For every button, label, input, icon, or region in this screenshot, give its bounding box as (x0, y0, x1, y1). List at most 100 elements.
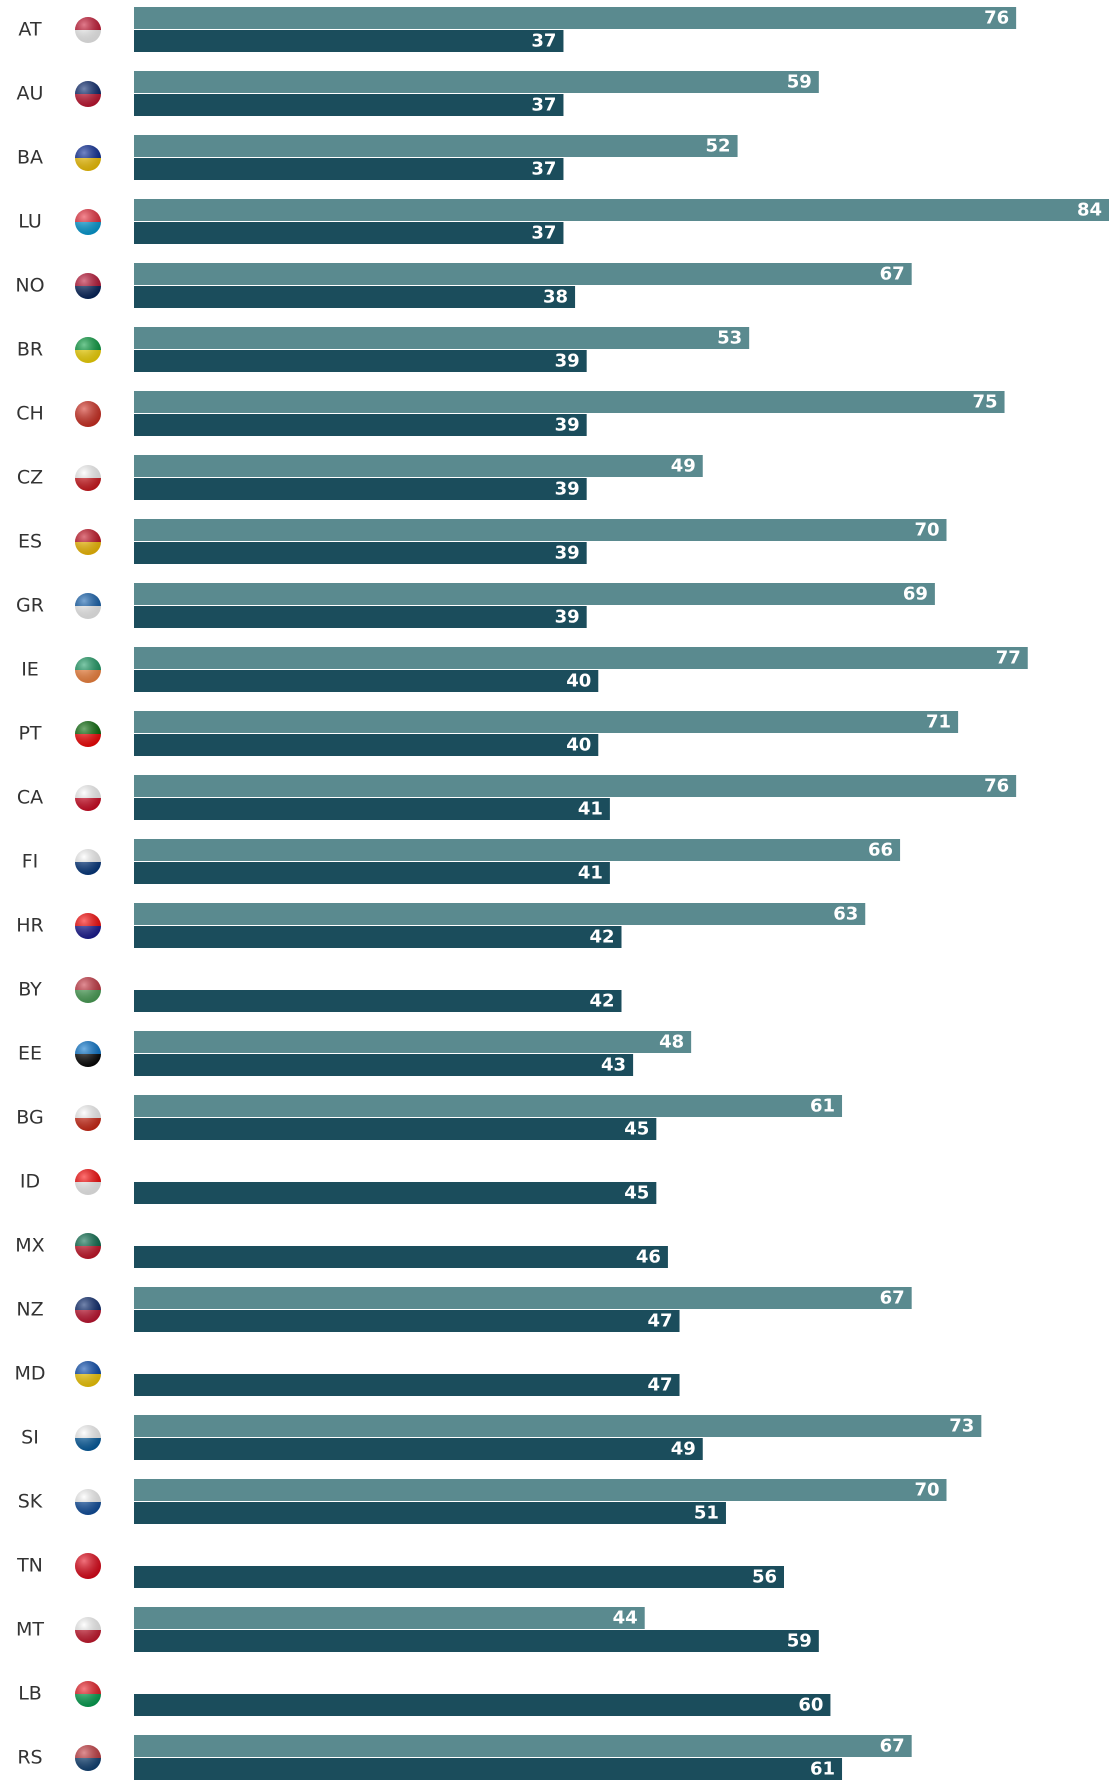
flag (75, 529, 101, 555)
bar (134, 903, 866, 925)
value-label: 63 (833, 904, 858, 925)
flag (75, 657, 101, 683)
flag-shine (75, 273, 101, 299)
bar (134, 30, 564, 52)
flag (75, 81, 101, 107)
flag-shine (75, 465, 101, 491)
bar (134, 1566, 784, 1588)
bar (134, 7, 1017, 29)
bar (134, 862, 610, 884)
flag (75, 913, 101, 939)
flag-shine (75, 1169, 101, 1195)
value-label: 37 (531, 31, 556, 52)
bar (134, 1182, 657, 1204)
value-label: 75 (972, 392, 997, 413)
flag-shine (75, 721, 101, 747)
flag-shine (75, 529, 101, 555)
flag-shine (75, 1681, 101, 1707)
value-label: 39 (555, 415, 580, 436)
flag (75, 1233, 101, 1259)
flag-shine (75, 401, 101, 427)
flag-shine (75, 1105, 101, 1131)
flag (75, 1681, 101, 1707)
bar (134, 1287, 912, 1309)
value-label: 46 (636, 1247, 661, 1268)
bar (134, 350, 587, 372)
bar (134, 583, 935, 605)
value-label: 42 (589, 991, 614, 1012)
value-label: 67 (880, 1736, 905, 1757)
bar (134, 199, 1109, 221)
bar (134, 926, 622, 948)
value-label: 71 (926, 712, 951, 733)
value-label: 38 (543, 287, 568, 308)
bar (134, 1415, 982, 1437)
value-label: 37 (531, 223, 556, 244)
flag-shine (75, 1553, 101, 1579)
flag (75, 465, 101, 491)
bar (134, 606, 587, 628)
country-code: NO (15, 275, 44, 297)
bar (134, 414, 587, 436)
country-code: BA (17, 147, 43, 169)
value-label: 61 (810, 1096, 835, 1117)
value-label: 37 (531, 95, 556, 116)
bar (134, 222, 564, 244)
value-label: 41 (578, 799, 603, 820)
value-label: 48 (659, 1032, 684, 1053)
flag (75, 977, 101, 1003)
value-label: 52 (706, 136, 731, 157)
flag (75, 17, 101, 43)
bar (134, 990, 622, 1012)
flag-shine (75, 785, 101, 811)
value-label: 76 (984, 8, 1009, 29)
value-label: 61 (810, 1759, 835, 1780)
value-label: 47 (647, 1375, 672, 1396)
bar (134, 798, 610, 820)
country-code: MT (16, 1619, 44, 1641)
value-label: 49 (671, 1439, 696, 1460)
value-label: 73 (949, 1416, 974, 1437)
country-code: CH (16, 403, 44, 425)
flag (75, 1745, 101, 1771)
country-code: NZ (16, 1299, 43, 1321)
value-label: 47 (647, 1311, 672, 1332)
value-label: 59 (787, 72, 812, 93)
bar (134, 94, 564, 116)
bar (134, 158, 564, 180)
country-code: SI (21, 1427, 39, 1449)
flag-shine (75, 81, 101, 107)
country-code: RS (17, 1747, 42, 1769)
flag (75, 1041, 101, 1067)
value-label: 49 (671, 456, 696, 477)
flag-shine (75, 849, 101, 875)
flag-shine (75, 593, 101, 619)
country-code: FI (22, 851, 39, 873)
flag-shine (75, 17, 101, 43)
bar (134, 1374, 680, 1396)
flag-shine (75, 657, 101, 683)
value-label: 45 (624, 1183, 649, 1204)
bar (134, 711, 959, 733)
value-label: 53 (717, 328, 742, 349)
flag (75, 273, 101, 299)
country-code: BR (17, 339, 43, 361)
flag (75, 145, 101, 171)
country-code: TN (16, 1555, 43, 1577)
value-label: 39 (555, 543, 580, 564)
flag (75, 593, 101, 619)
bar (134, 455, 703, 477)
bar (134, 542, 587, 564)
bar (134, 1630, 819, 1652)
value-label: 77 (996, 648, 1021, 669)
flag-shine (75, 1745, 101, 1771)
country-code: LU (18, 211, 42, 233)
value-label: 67 (880, 1288, 905, 1309)
bar (134, 670, 599, 692)
value-label: 51 (694, 1503, 719, 1524)
bar (134, 1438, 703, 1460)
value-label: 39 (555, 351, 580, 372)
country-code: MD (14, 1363, 45, 1385)
value-label: 70 (914, 1480, 939, 1501)
bar (134, 647, 1028, 669)
